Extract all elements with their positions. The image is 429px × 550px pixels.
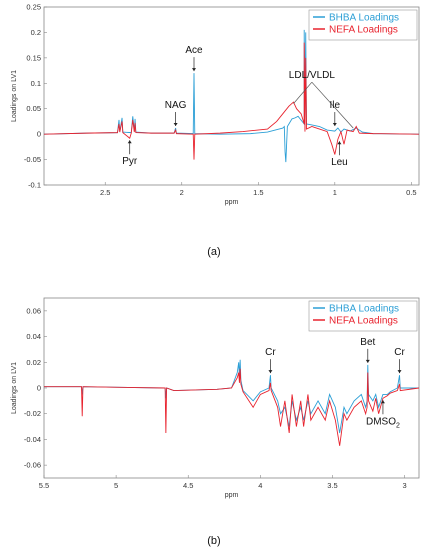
y-axis-label: Loadings on LV1: [11, 70, 18, 122]
chart-panel-a: -0.1 -0.05 0 0.05 0.1 0.15 0.2 0.25 2.5 2 1.5 1 0.5 p…: [11, 3, 420, 206]
y-tick-label: 0: [37, 384, 41, 393]
annotation-arrowhead: [365, 359, 370, 363]
y-axis-label: Loadings on LV1: [11, 362, 18, 414]
legend-entry: NEFA Loadings: [329, 316, 398, 327]
annotation-label: Bet: [360, 337, 375, 348]
legend-entry: NEFA Loadings: [329, 25, 398, 36]
annotation-label: Leu: [331, 157, 348, 168]
x-tick-label: 1.5: [253, 188, 263, 197]
legend-box: [308, 9, 418, 41]
annotation-label: NAG: [165, 100, 187, 111]
y-tick-label: 0.25: [26, 3, 41, 12]
x-tick-label: 4: [258, 481, 262, 490]
annotation-arrowhead: [332, 123, 337, 127]
y-tick-label: 0.06: [26, 306, 41, 315]
series-line-bhba: [44, 359, 419, 434]
annotation-label: Cr: [394, 347, 405, 358]
annotation-arrowhead: [127, 140, 132, 144]
annotation-label: LDL/VLDL: [289, 70, 336, 81]
y-tick-label: 0.05: [26, 104, 41, 113]
chart-panel-b: -0.06 -0.04 -0.02 0 0.02 0.04 0.06 5.5 5 4.5 4 3.5 3…: [11, 297, 420, 499]
x-tick-label: 2: [180, 188, 184, 197]
x-tick-label: 4.5: [183, 481, 193, 490]
legend-entry: BHBA Loadings: [329, 13, 399, 24]
annotation-label: Ace: [185, 45, 203, 56]
annotation-label: DMSO2: [366, 416, 400, 429]
annotation-subscript: 2: [396, 422, 400, 429]
y-tick-label: 0.1: [31, 79, 41, 88]
annotation-arrowhead: [337, 141, 342, 145]
plot-frame: [43, 6, 420, 186]
annotation-pointer: [311, 81, 354, 129]
y-tick-label: -0.06: [24, 461, 41, 470]
series-line-nefa: [44, 42, 419, 160]
x-tick-label: 0.5: [406, 188, 416, 197]
annotation-arrowhead: [192, 68, 196, 72]
y-tick-label: -0.02: [24, 409, 41, 418]
y-tick-label: 0.02: [26, 358, 41, 367]
y-tick-label: 0.2: [31, 28, 41, 37]
y-tick-label: -0.05: [24, 155, 41, 164]
panel-label-b: (b): [207, 535, 220, 547]
x-tick-label: 3: [402, 481, 406, 490]
x-tick-label: 5: [114, 481, 118, 490]
series-line-nefa: [44, 368, 419, 446]
annotation-pointer: [293, 81, 313, 104]
annotation-arrowhead: [380, 400, 385, 404]
annotation-label: Pyr: [122, 156, 138, 167]
panel-label-a: (a): [207, 246, 220, 258]
legend-box: [308, 300, 418, 332]
annotation-arrowhead: [268, 370, 273, 374]
annotation-arrowhead: [173, 123, 178, 127]
x-axis-label: ppm: [225, 492, 239, 499]
y-tick-label: -0.1: [28, 181, 41, 190]
y-tick-label: 0.04: [26, 332, 41, 341]
y-tick-label: 0.15: [26, 53, 41, 62]
annotation-label: Ile: [330, 100, 341, 111]
y-tick-label: -0.04: [24, 435, 41, 444]
x-tick-label: 3.5: [327, 481, 337, 490]
legend-entry: BHBA Loadings: [329, 304, 399, 315]
x-tick-label: 1: [333, 188, 337, 197]
x-tick-label: 2.5: [100, 188, 110, 197]
y-tick-label: 0: [37, 130, 41, 139]
x-axis-label: ppm: [225, 199, 239, 206]
x-tick-label: 5.5: [39, 481, 49, 490]
series-line-bhba: [44, 29, 419, 163]
annotation-label: Cr: [265, 347, 276, 358]
annotation-arrowhead: [397, 370, 402, 374]
